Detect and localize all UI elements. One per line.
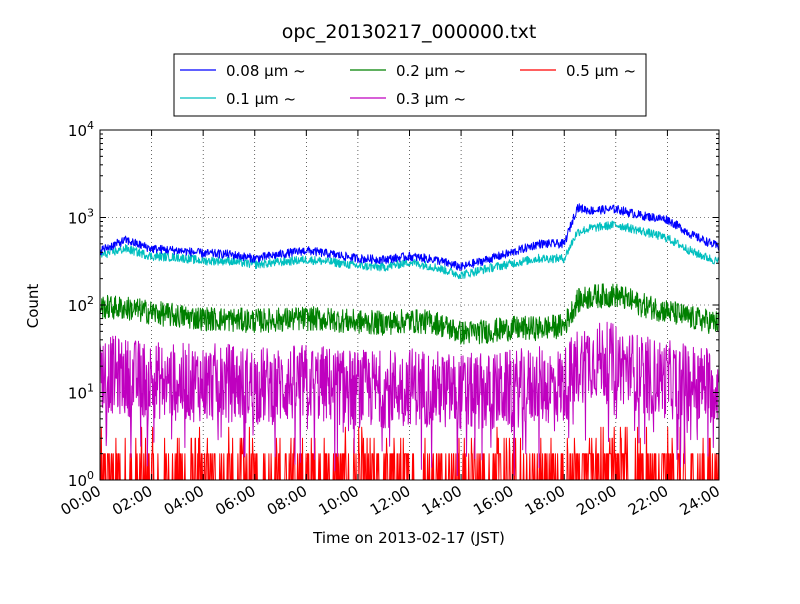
x-tick-label: 06:00 (212, 482, 258, 519)
x-tick-label: 04:00 (161, 482, 207, 519)
legend-label: 0.2 μm ~ (396, 62, 466, 80)
x-tick-label: 20:00 (573, 482, 619, 519)
x-tick-label: 02:00 (109, 482, 155, 519)
x-tick-label: 12:00 (367, 482, 413, 519)
x-tick-label: 18:00 (522, 482, 568, 519)
y-tick-label: 100 (68, 469, 94, 490)
series-line (100, 321, 719, 476)
x-axis-label: Time on 2013-02-17 (JST) (312, 529, 505, 547)
legend-label: 0.08 μm ~ (226, 62, 306, 80)
y-tick-label: 103 (68, 207, 94, 228)
x-tick-label: 08:00 (264, 482, 310, 519)
y-axis-label: Count (24, 284, 42, 329)
plot-area: 00:00 02:00 04:00 06:00 08:00 10:00 12:00 14:00… (58, 119, 723, 519)
legend: 0.08 μm ~ 0.1 μm ~ 0.2 μm ~ 0.3 μm ~ 0.5 μm … (173, 53, 647, 117)
x-tick-label: 10:00 (315, 482, 361, 519)
series-line (100, 283, 719, 345)
x-tick-label: 14:00 (419, 482, 465, 519)
y-tick-label: 104 (68, 119, 94, 140)
legend-label: 0.5 μm ~ (566, 62, 636, 80)
y-tick-label: 102 (68, 294, 94, 315)
chart-title: opc_20130217_000000.txt (282, 21, 537, 43)
legend-frame (173, 53, 647, 117)
legend-label: 0.1 μm ~ (226, 90, 296, 108)
legend-label: 0.3 μm ~ (396, 90, 466, 108)
series-line (100, 426, 719, 480)
y-tick-label: 101 (68, 382, 94, 403)
x-tick-label: 16:00 (470, 482, 516, 519)
series-line (100, 203, 719, 271)
series-group (100, 203, 719, 480)
grid (99, 129, 720, 481)
x-tick-label: 24:00 (677, 482, 723, 519)
series-line (100, 220, 719, 280)
x-tick-label: 22:00 (625, 482, 671, 519)
